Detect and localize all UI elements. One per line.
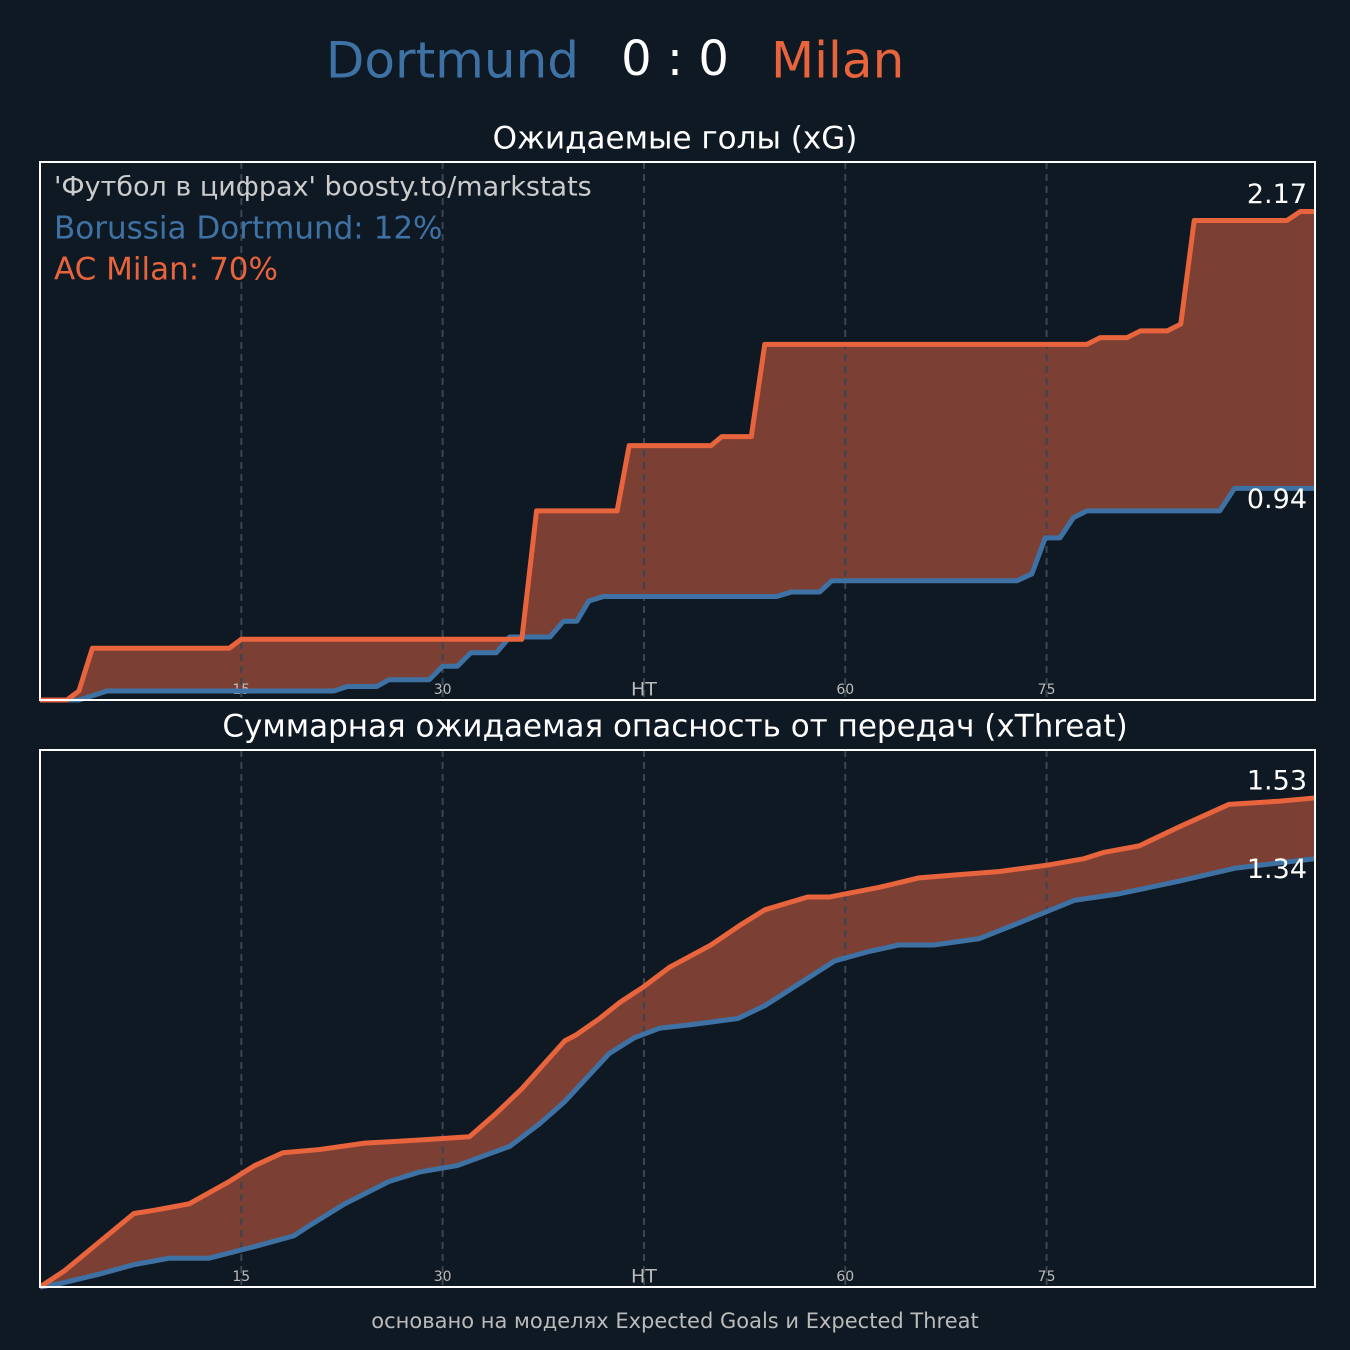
- end-label: 0.94: [1247, 484, 1307, 515]
- gap-fill: [40, 797, 1315, 1287]
- score: 0 : 0: [621, 31, 729, 87]
- x-tick-label: 30: [434, 1269, 452, 1285]
- x-tick-label: HT: [631, 679, 657, 701]
- x-tick-label: 60: [836, 682, 854, 698]
- x-tick-label: 30: [434, 682, 452, 698]
- plot-frame: [39, 749, 1316, 1288]
- series-line: [40, 485, 1315, 703]
- series-line: [38, 795, 1316, 1290]
- annotation: AC Milan: 70%: [54, 252, 278, 288]
- x-tick-label: HT: [631, 1266, 657, 1288]
- x-tick-label: 75: [1038, 1269, 1056, 1285]
- chart-title: Суммарная ожидаемая опасность от передач…: [222, 709, 1127, 745]
- plot-frame: [39, 161, 1316, 701]
- footer: основано на моделях Expected Goals и Exp…: [371, 1309, 978, 1333]
- annotation: 'Футбол в цифрах' boosty.to/markstats: [54, 172, 592, 203]
- chart-title: Ожидаемые голы (xG): [493, 121, 858, 157]
- x-tick-label: 75: [1038, 682, 1056, 698]
- series-line: [39, 856, 1316, 1290]
- gap-fill: [40, 211, 1315, 700]
- end-label: 1.53: [1247, 765, 1307, 796]
- end-label: 1.34: [1247, 854, 1307, 885]
- annotation: Borussia Dortmund: 12%: [54, 211, 443, 247]
- away-team: Milan: [771, 32, 904, 90]
- series-line: [40, 209, 1315, 703]
- home-team: Dortmund: [326, 32, 579, 90]
- x-tick-label: 60: [836, 1269, 854, 1285]
- x-tick-label: 15: [232, 1269, 250, 1285]
- end-label: 2.17: [1247, 179, 1307, 210]
